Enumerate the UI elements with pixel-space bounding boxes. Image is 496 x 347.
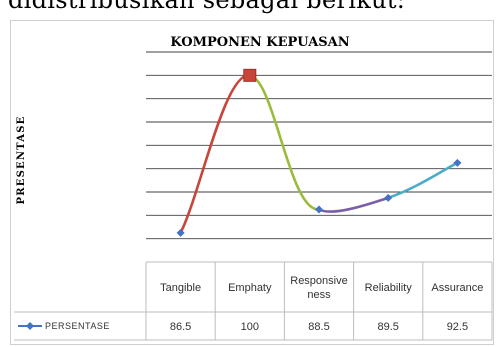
intro-text: didistribusikan sebagai berikut:: [8, 0, 406, 14]
value-label: 100: [241, 321, 259, 333]
gridlines: [146, 51, 492, 263]
chart-frame: [10, 20, 494, 345]
value-label: 92.5: [447, 321, 468, 333]
data-point-emphaty: [243, 68, 257, 82]
point-marker: [176, 228, 185, 237]
data-point-reliability: [384, 193, 393, 202]
data-point-responsiveness: [315, 205, 323, 214]
value-label: 89.5: [377, 321, 398, 333]
chart-title: KOMPONEN KEPUASAN: [170, 35, 349, 50]
curve-segment: [248, 74, 321, 211]
data-point-assurance: [453, 158, 462, 167]
curve-segment: [179, 74, 252, 235]
point-marker: [384, 193, 393, 202]
curve-segment: [386, 161, 459, 200]
value-label: 86.5: [170, 321, 191, 333]
category-label: Emphaty: [228, 282, 272, 294]
value-label: 88.5: [308, 321, 329, 333]
point-marker: [453, 158, 462, 167]
point-marker: [315, 205, 323, 214]
series-curve: [179, 74, 459, 235]
legend-entry: PERSENTASE: [18, 321, 110, 331]
data-table: Tangible Emphaty Responsive ness Reliability…: [14, 261, 493, 341]
series-name: PERSENTASE: [45, 321, 110, 331]
category-label: Assurance: [431, 282, 483, 294]
series-markers: [176, 68, 462, 237]
data-point-tangible: [176, 228, 185, 237]
category-label: Tangible: [160, 282, 201, 294]
category-label: Responsive ness: [290, 275, 347, 301]
legend-marker: [26, 322, 34, 330]
curve-segment: [317, 196, 390, 213]
point-marker: [243, 68, 257, 82]
category-label: Reliability: [365, 282, 413, 294]
y-axis-label: PRESENTASE: [16, 116, 27, 205]
